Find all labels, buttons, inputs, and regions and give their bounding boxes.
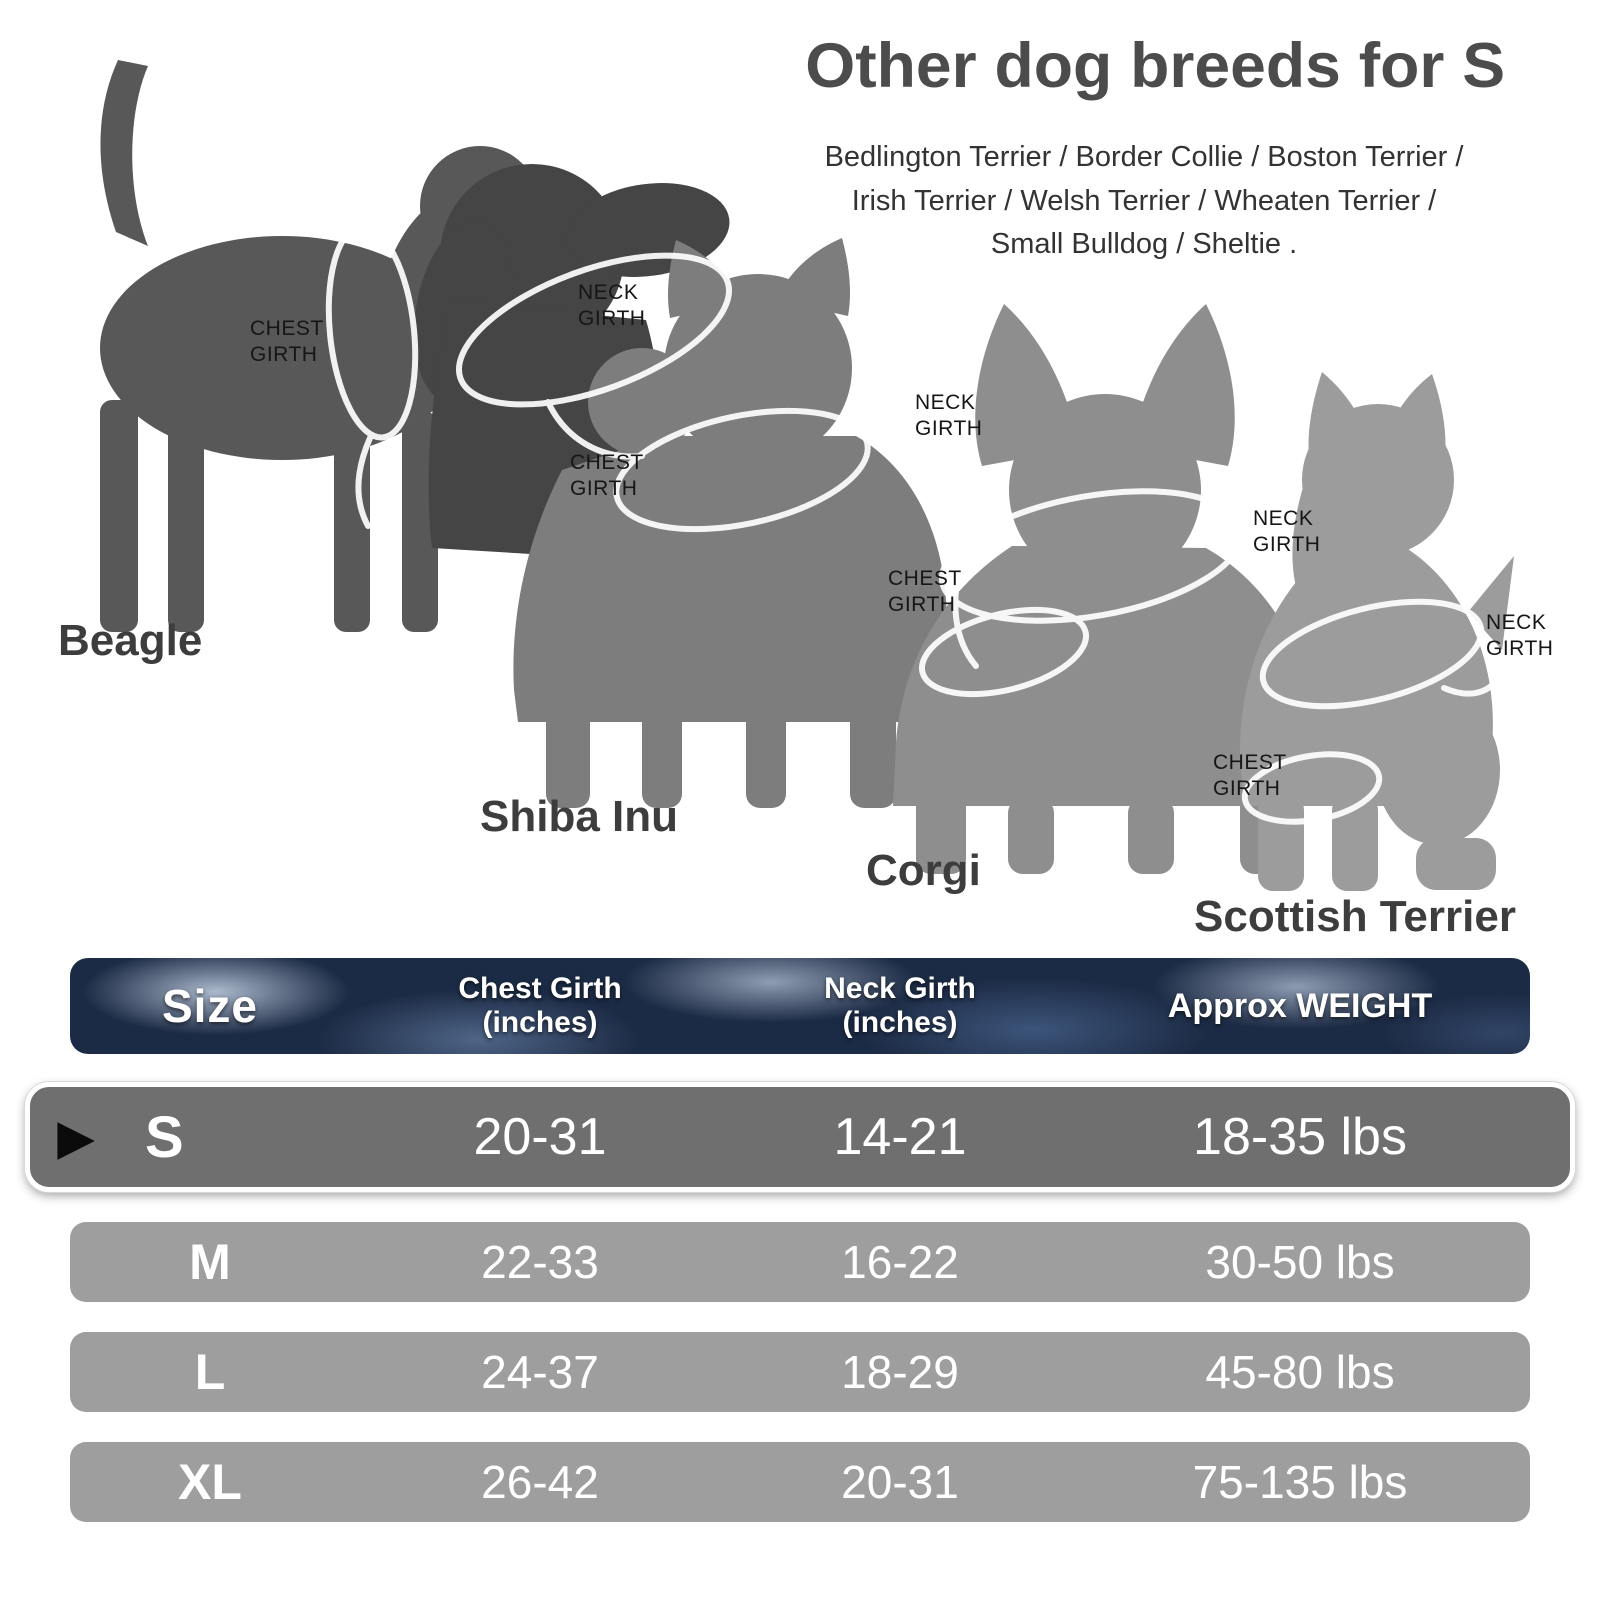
measure-lines: [325, 223, 1505, 825]
breed-list: Bedlington Terrier / Border Collie / Bos…: [779, 136, 1509, 267]
size-label-s: S: [145, 1104, 184, 1170]
chest-girth-label: CHEST GIRTH: [570, 451, 644, 500]
scottish-terrier-silhouette: [1239, 372, 1514, 891]
column-header-chest-line2: (inches): [482, 1006, 598, 1039]
dog-name-shiba-inu: Shiba Inu: [480, 792, 678, 841]
chest-value-xl: 26-42: [481, 1456, 599, 1508]
page-title: Other dog breeds for S: [805, 31, 1505, 101]
selected-arrow-icon: ▶: [58, 1111, 94, 1163]
column-header-size: Size: [161, 980, 259, 1032]
measure-line: [938, 488, 1246, 624]
neck-girth-label: NECK GIRTH: [578, 281, 646, 330]
neck-girth-label: NECK GIRTH: [1253, 507, 1321, 556]
dog-silhouettes: [100, 60, 1514, 891]
chest-girth-label: CHEST GIRTH: [250, 317, 324, 366]
measure-line: [613, 407, 871, 533]
size-row-l[interactable]: L 24-37 18-29 45-80 lbs: [70, 1332, 1530, 1412]
chest-girth-label: CHEST GIRTH: [888, 567, 962, 616]
size-row-m[interactable]: M 22-33 16-22 30-50 lbs: [70, 1222, 1530, 1302]
chest-value-m: 22-33: [481, 1236, 599, 1288]
corgi-silhouette: [893, 304, 1318, 874]
size-label-m: M: [189, 1234, 231, 1290]
weight-value-l: 45-80 lbs: [1205, 1346, 1395, 1398]
column-header-chest-line1: Chest Girth: [458, 972, 622, 1006]
weight-value-m: 30-50 lbs: [1205, 1236, 1395, 1288]
table-header: Size Chest Girth (inches) Neck Girth (in…: [70, 958, 1530, 1054]
chest-value-l: 24-37: [481, 1346, 599, 1398]
dog-name-corgi: Corgi: [866, 846, 981, 895]
column-header-neck-line2: (inches): [842, 1006, 958, 1039]
breed-list-line: Bedlington Terrier / Border Collie / Bos…: [824, 141, 1464, 173]
column-header-neck-girth: Neck Girth (inches): [730, 972, 1070, 1039]
neck-value-xl: 20-31: [841, 1456, 959, 1508]
neck-value-l: 18-29: [841, 1346, 959, 1398]
breed-list-line: Small Bulldog / Sheltie .: [990, 228, 1298, 260]
weight-value-xl: 75-135 lbs: [1192, 1456, 1408, 1508]
column-header-neck-line1: Neck Girth: [824, 972, 976, 1006]
measure-line: [1259, 598, 1485, 710]
chest-value-s: 20-31: [473, 1108, 607, 1166]
column-header-chest-girth: Chest Girth (inches): [350, 972, 730, 1039]
measure-line: [918, 606, 1090, 698]
measure-line: [952, 559, 979, 669]
neck-value-m: 16-22: [841, 1236, 959, 1288]
dog-name-beagle: Beagle: [58, 616, 203, 665]
neck-girth-label: NECK GIRTH: [1486, 611, 1554, 660]
measure-line: [1241, 751, 1383, 825]
column-header-weight: Approx WEIGHT: [1167, 986, 1433, 1025]
size-label-l: L: [194, 1344, 226, 1400]
neck-value-s: 14-21: [833, 1108, 967, 1166]
measure-line: [325, 223, 419, 441]
size-row-s-selected[interactable]: ▶ S 20-31 14-21 18-35 lbs: [25, 1082, 1575, 1192]
dog-name-scottish-terrier: Scottish Terrier: [1194, 892, 1516, 941]
weight-value-s: 18-35 lbs: [1193, 1108, 1407, 1166]
size-label-xl: XL: [178, 1454, 242, 1510]
measure-line: [1441, 669, 1505, 697]
neck-girth-label: NECK GIRTH: [915, 391, 983, 440]
measure-line: [545, 399, 645, 460]
measure-line: [455, 252, 733, 408]
size-row-xl[interactable]: XL 26-42 20-31 75-135 lbs: [70, 1442, 1530, 1522]
breed-list-line: Irish Terrier / Welsh Terrier / Wheaten …: [851, 184, 1437, 217]
measure-line: [355, 435, 373, 529]
chest-girth-label: CHEST GIRTH: [1213, 751, 1287, 800]
size-cell-s: ▶ S: [58, 1104, 350, 1171]
